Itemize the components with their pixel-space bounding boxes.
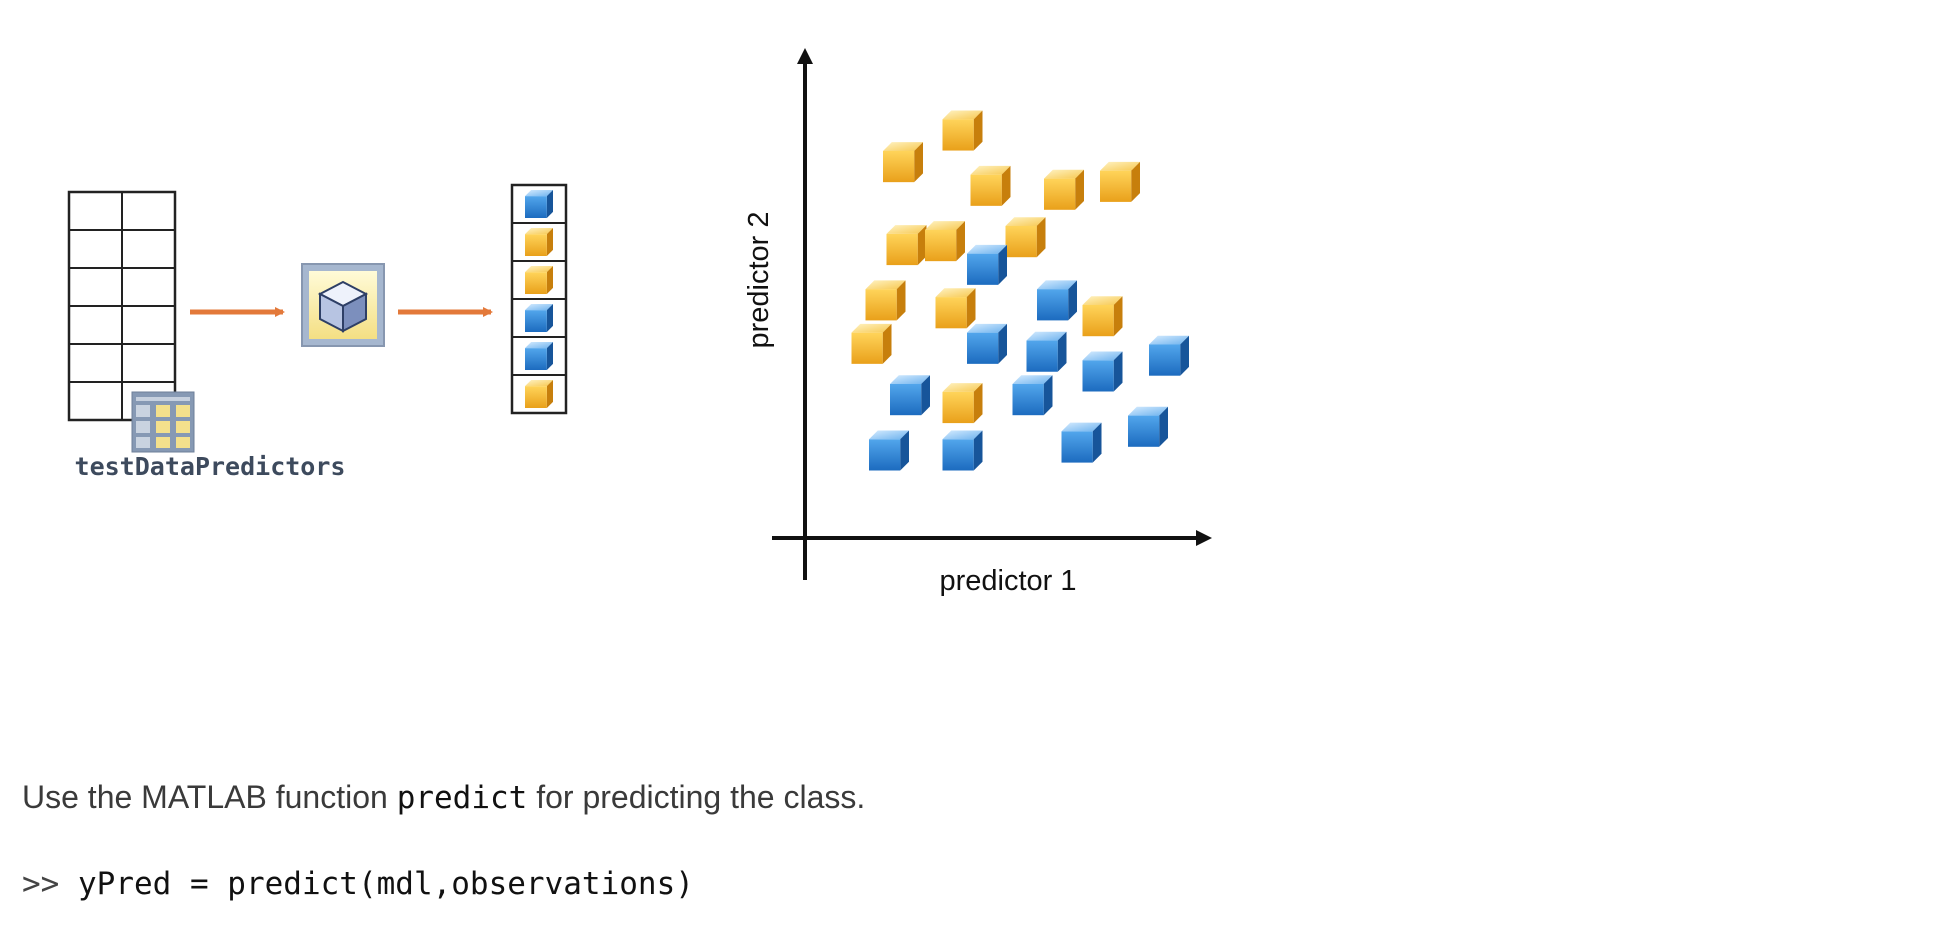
scatter-point-blue [1012, 375, 1053, 416]
scatter-point-blue [1128, 406, 1168, 447]
scatter-point-blue [890, 375, 930, 416]
x-axis-label: predictor 1 [939, 565, 1076, 597]
command-prompt: >> [22, 866, 60, 902]
description: Use the MATLAB function predict for pred… [22, 779, 865, 816]
scatter-plot: predictor 1 predictor 2 [743, 48, 1212, 597]
blue-cube-icon [525, 342, 553, 370]
orange-cube-icon [525, 228, 553, 256]
y-axis-label: predictor 2 [743, 211, 775, 348]
workflow-diagram: predictor 1 predictor 2 [67, 48, 1212, 597]
orange-cube-icon [525, 380, 553, 408]
table-icon [131, 391, 195, 453]
scatter-point-orange [851, 323, 892, 364]
scatter-point-orange [935, 288, 976, 329]
scatter-point-orange [942, 383, 983, 424]
function-name: predict [396, 780, 528, 816]
scatter-point-orange [886, 225, 927, 266]
command-line: >> yPred = predict(mdl,observations) [22, 866, 694, 902]
blue-cube-icon [525, 190, 553, 218]
orange-cube-icon [525, 266, 553, 294]
scatter-point-orange [865, 280, 906, 321]
prediction-column [510, 183, 568, 415]
command-text: yPred = predict(mdl,observations) [78, 866, 694, 902]
scatter-point-blue [1149, 335, 1189, 376]
scatter-point-blue [1082, 351, 1123, 392]
input-variable-label: testDataPredictors [74, 452, 346, 481]
input-table [67, 190, 177, 422]
scatter-point-orange [883, 142, 923, 183]
scatter-point-blue [967, 323, 1007, 364]
scatter-point-blue [869, 430, 909, 471]
scatter-point-orange [1005, 217, 1046, 258]
blue-cube-icon [525, 304, 553, 332]
scatter-point-blue [1061, 422, 1102, 463]
scatter-point-orange [1100, 161, 1140, 202]
scatter-point-blue [942, 430, 983, 471]
scatter-point-orange [1044, 169, 1084, 210]
scatter-point-orange [942, 110, 983, 151]
scatter-point-blue [967, 244, 1007, 285]
scatter-point-blue [1026, 331, 1067, 372]
model-cube-icon [301, 263, 385, 347]
scatter-point-blue [1037, 280, 1077, 321]
x-axis-arrow-icon [1196, 530, 1212, 546]
scatter-point-orange [1082, 296, 1123, 337]
scatter-point-orange [925, 221, 965, 262]
description-text-before: Use the MATLAB function [22, 779, 397, 815]
scatter-point-orange [970, 165, 1011, 206]
scatter-points [851, 110, 1189, 471]
y-axis-arrow-icon [797, 48, 813, 64]
description-text-after: for predicting the class. [527, 779, 866, 815]
